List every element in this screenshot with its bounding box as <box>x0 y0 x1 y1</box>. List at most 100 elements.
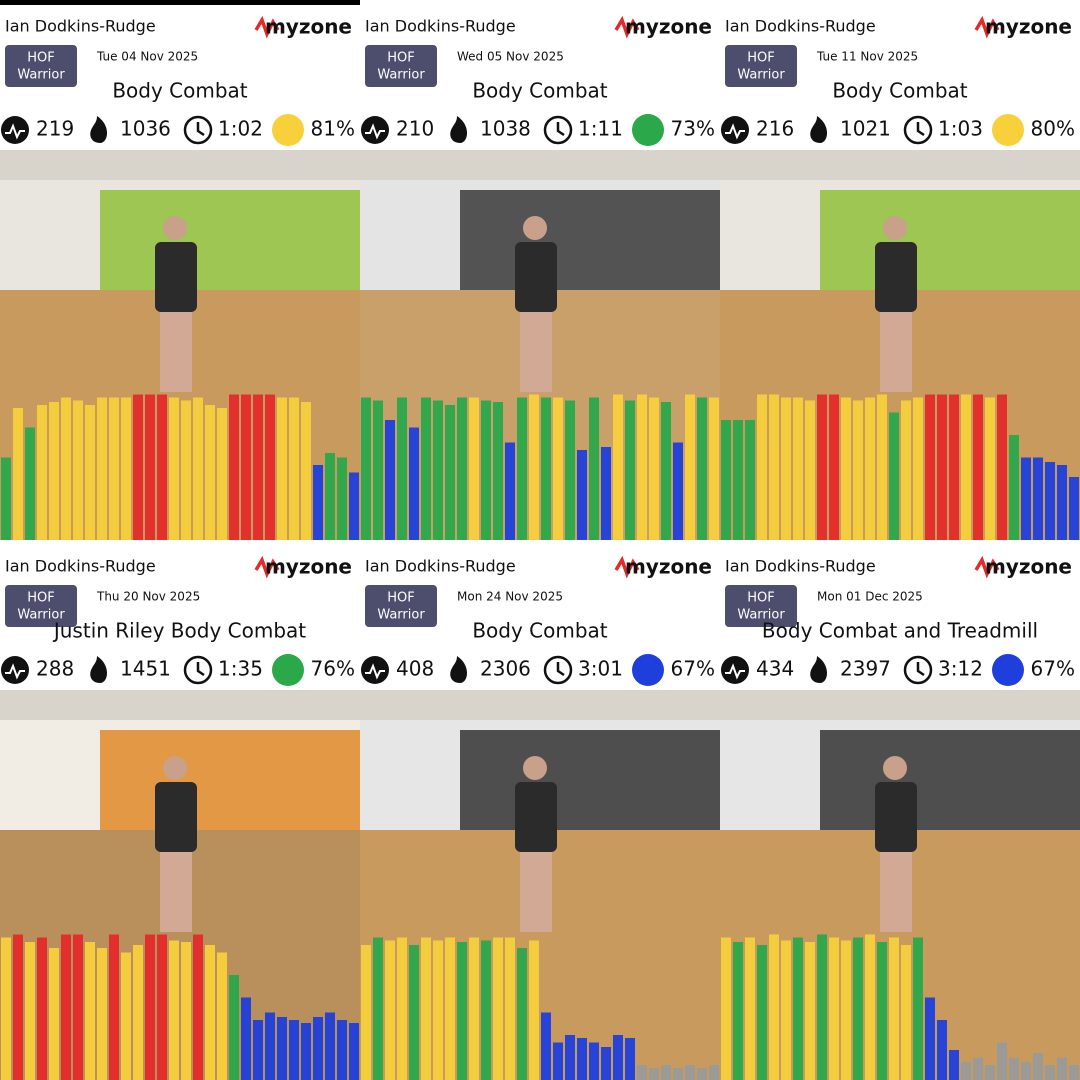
hr-bar <box>949 1050 959 1080</box>
hr-bar <box>121 397 131 540</box>
hr-bar <box>625 1038 635 1080</box>
duration-icon-hand <box>556 122 565 137</box>
calories-icon <box>810 656 827 683</box>
badge-line: Warrior <box>377 608 425 623</box>
hr-bar <box>49 402 59 540</box>
workout-title: Body Combat <box>472 79 607 103</box>
brand-mark <box>974 15 1000 39</box>
brand-mark <box>254 555 280 579</box>
duration-value: 3:01 <box>578 657 623 681</box>
hr-bar <box>373 400 383 540</box>
duration-icon <box>543 655 573 685</box>
photo-ceiling <box>0 690 360 720</box>
badge-line: Warrior <box>737 68 785 83</box>
hr-bar <box>217 952 227 1080</box>
hr-bar <box>589 1042 599 1080</box>
workout-title: Body Combat <box>832 79 967 103</box>
hr-bar <box>457 942 467 1080</box>
hr-bar <box>133 945 143 1080</box>
person-head <box>523 756 547 780</box>
hr-bar <box>805 942 815 1080</box>
hr-bar <box>973 394 983 540</box>
meps-value: 408 <box>396 657 434 681</box>
hr-bar <box>817 934 827 1080</box>
duration-icon-hand <box>916 122 925 137</box>
hr-bar <box>277 397 287 540</box>
hr-bar <box>1057 1057 1067 1080</box>
hr-bar <box>697 1068 707 1080</box>
hr-bar <box>625 400 635 540</box>
hr-bar <box>157 934 167 1080</box>
hr-bar <box>1021 1062 1031 1080</box>
hr-bar <box>73 934 83 1080</box>
hr-bar <box>229 394 239 540</box>
brand-mark <box>974 555 1000 579</box>
hr-bar <box>685 1065 695 1080</box>
hr-bar <box>997 1042 1007 1080</box>
hr-bar <box>637 394 647 540</box>
effort-value: 76% <box>311 657 355 681</box>
hr-bar <box>721 420 731 540</box>
hr-bar <box>517 948 527 1080</box>
person-body <box>515 782 557 852</box>
effort-value: 67% <box>671 657 715 681</box>
hr-bar <box>769 934 779 1080</box>
badge-line: HOF <box>387 591 415 606</box>
hr-bar <box>145 394 155 540</box>
hr-bar <box>997 394 1007 540</box>
photo-mural <box>460 730 720 830</box>
hr-bar <box>853 400 863 540</box>
hr-bar <box>553 1042 563 1080</box>
photo-mural <box>100 190 360 290</box>
hr-bar <box>493 402 503 540</box>
hr-bar <box>793 937 803 1080</box>
photo-ceiling <box>720 150 1080 180</box>
duration-icon <box>903 655 933 685</box>
duration-value: 1:03 <box>938 117 983 141</box>
brand-name: myzone <box>985 15 1072 39</box>
hr-bar <box>649 397 659 540</box>
hr-bar <box>565 1035 575 1080</box>
hr-bar <box>349 1023 359 1080</box>
person-legs <box>520 312 552 392</box>
workout-date: Mon 24 Nov 2025 <box>457 590 563 604</box>
badge-line: Warrior <box>737 608 785 623</box>
workout-card: Ian Dodkins-Rudge myzone HOF Warrior Tue 11 … <box>720 0 1080 540</box>
hr-bar <box>589 397 599 540</box>
hr-bar <box>181 400 191 540</box>
workout-date: Mon 01 Dec 2025 <box>817 590 923 604</box>
hr-bar <box>121 952 131 1080</box>
hr-bar <box>145 934 155 1080</box>
user-name: Ian Dodkins-Rudge <box>365 557 516 576</box>
hr-bar <box>709 397 719 540</box>
hr-bar <box>1045 1065 1055 1080</box>
calories-value: 2397 <box>840 657 891 681</box>
badge-line: HOF <box>27 51 55 66</box>
user-name: Ian Dodkins-Rudge <box>5 557 156 576</box>
duration-icon-hand <box>556 662 565 677</box>
hr-bar <box>325 453 335 540</box>
duration-icon <box>543 115 573 145</box>
hr-bar <box>397 937 407 1080</box>
hr-bar <box>637 1065 647 1080</box>
hr-bar <box>277 1017 287 1080</box>
user-name: Ian Dodkins-Rudge <box>5 17 156 36</box>
hr-bar <box>961 1062 971 1080</box>
person-body <box>155 242 197 312</box>
hr-bar <box>1 457 11 540</box>
hr-bar <box>241 997 251 1080</box>
hr-bar <box>949 394 959 540</box>
hr-bar <box>1021 457 1031 540</box>
hr-bar <box>205 945 215 1080</box>
hr-bar <box>337 1020 347 1080</box>
meps-icon-line <box>365 123 385 140</box>
person-body <box>875 242 917 312</box>
hr-bar <box>433 940 443 1080</box>
hr-bar <box>25 942 35 1080</box>
hr-bar <box>769 394 779 540</box>
hr-bar <box>889 412 899 540</box>
calories-value: 1038 <box>480 117 531 141</box>
hr-bar <box>925 997 935 1080</box>
meps-value: 210 <box>396 117 434 141</box>
hr-bar <box>13 934 23 1080</box>
